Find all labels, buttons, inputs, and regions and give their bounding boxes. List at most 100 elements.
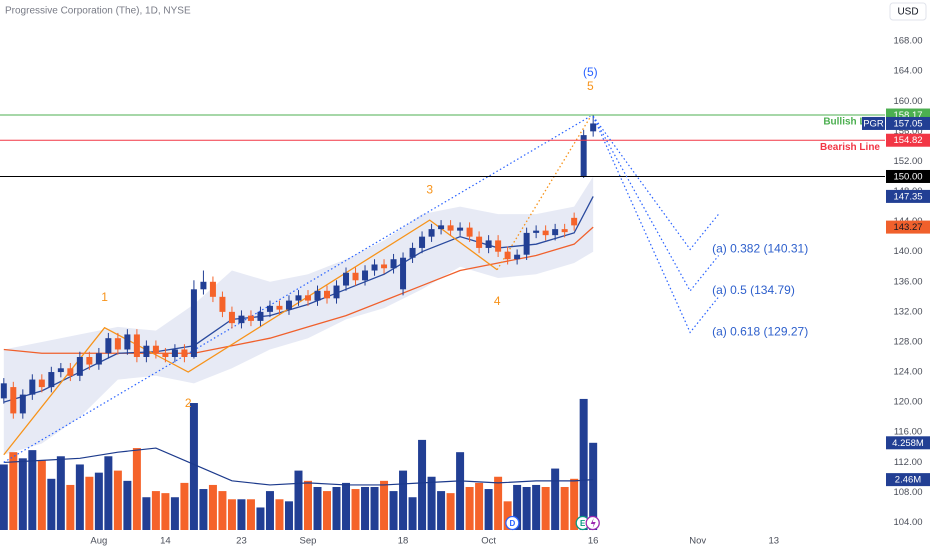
candle-body [238,315,245,324]
candle-body [542,230,549,236]
candle-body [485,240,492,248]
volume-bar [418,439,427,530]
header: Progressive Corporation (The), 1D, NYSE [5,6,191,17]
candle-body [466,227,473,237]
volume-bar [313,486,322,530]
candle-body [495,240,502,252]
candle-body [285,300,292,310]
candle-body [133,334,140,357]
candle-body [381,264,388,269]
candle-body [352,272,359,281]
event-label: E [580,519,586,528]
y-tick-label: 152.00 [893,156,922,167]
volume-bar [380,480,389,530]
y-tick-label: 168.00 [893,36,922,47]
y-tick-label: 104.00 [893,517,922,528]
candle-body [181,349,188,357]
volume-bar [389,491,398,530]
volume-bar [399,470,408,530]
candle-body [86,357,93,365]
candle-body [371,264,378,271]
volume-bar [503,501,512,530]
line-label: Bullish Line [823,117,880,128]
axis-value-box [886,169,930,183]
projection-label: (a) 0.5 (134.79) [712,283,795,297]
volume-bar [323,491,332,530]
candle-body [95,353,102,365]
volume-bar [284,501,293,530]
axis-value: 158.17 [893,110,922,121]
candle-body [228,311,235,324]
candle-body [314,290,321,301]
projection-line [592,115,720,251]
volume-bar [75,464,84,530]
axis-value: 150.00 [893,171,922,182]
volume-bar [570,478,579,530]
volume-bar [265,491,274,530]
plot-area: 1 2 3 4 5(5) Bullish Line Bearish Line (a) 0.38… [0,65,885,531]
candle-body [400,257,407,290]
volume-bar [408,497,417,530]
x-tick-label: Oct [481,536,496,547]
volume-bar [199,489,208,530]
axis-layer: 104.00 108.00 112.00 116.00 120.00 124.00 128.… [90,36,930,547]
candle-body [504,251,511,260]
axis-value: 157.05 [893,118,922,129]
y-tick-label: 136.00 [893,276,922,287]
volume-bar [227,499,236,530]
volume-bar [0,464,8,530]
volume-bar [37,460,46,530]
volume-bar [66,484,75,530]
bollinger-band [3,176,594,455]
currency[interactable]: USD [897,7,918,18]
symbol-tag [862,116,885,130]
candle-body [200,281,207,290]
x-tick-label: 16 [588,536,599,547]
candle-body [114,338,121,350]
volume-ma [3,447,594,486]
axis-value: 4.258M [892,438,924,449]
candle-body [76,357,83,376]
candle-body [304,295,311,301]
candle-body [419,236,426,248]
currency-button[interactable] [889,2,927,21]
candle-body [19,394,26,414]
candle-body [438,225,445,230]
volume-bar [180,482,189,530]
candle-body [152,345,159,354]
candle-body [57,368,64,373]
candle-body [171,349,178,357]
candle-body [428,229,435,237]
candle-body [409,247,416,258]
volume-bar [208,484,217,530]
candle-body [219,296,226,312]
volume-bar [351,489,360,530]
candle-body [276,305,283,310]
candle-body [447,225,454,231]
x-tick-label: Nov [689,536,706,547]
volume-bar [94,472,103,530]
volume-bar [532,484,541,530]
candle-body [10,387,17,414]
volume-bar [237,499,246,530]
x-tick-label: Aug [90,536,107,547]
volume-bar [541,486,550,530]
candle-body [324,290,331,299]
candle-body [247,315,254,321]
volume-bar [246,499,255,530]
axis-value-box [886,473,930,487]
volume-bar [47,478,56,530]
candle-body [533,230,540,233]
axis-value: 2.46M [895,475,921,486]
volume-bar [332,486,341,530]
candle-body [333,285,340,299]
volume-bar [104,456,113,530]
candle-body [476,236,483,248]
volume-bar [589,442,598,530]
wave-degree-label: (5) [583,65,598,79]
candle-body [209,281,216,297]
candle-body [362,270,369,281]
volume-bar [342,482,351,530]
